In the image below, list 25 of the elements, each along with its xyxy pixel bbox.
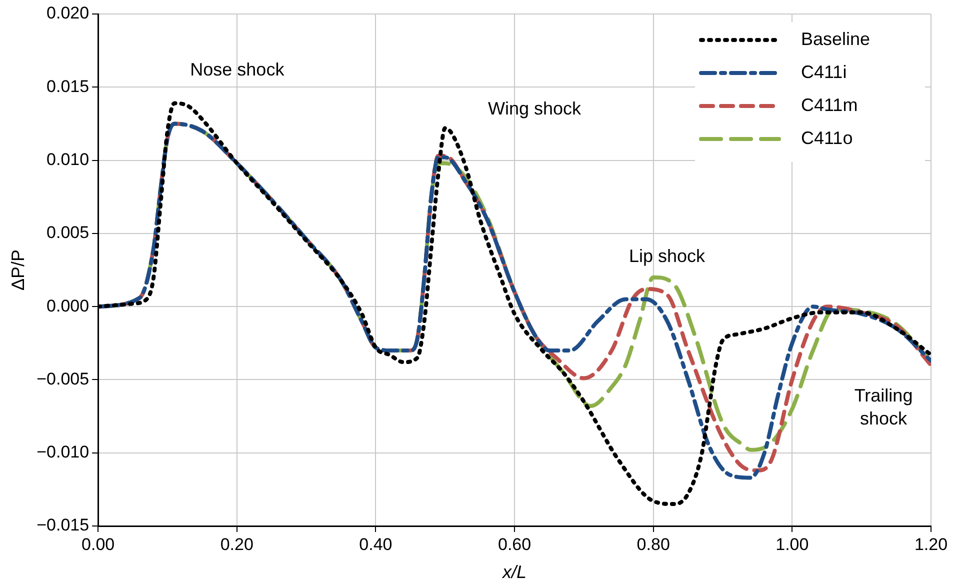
y-tick-label: 0.020: [46, 4, 90, 23]
annotation: Nose shock: [190, 59, 286, 80]
y-tick-label: −0.010: [36, 442, 90, 462]
x-tick-label: 0.20: [220, 534, 254, 554]
y-tick-label: 0.000: [46, 296, 90, 316]
y-tick-label: −0.015: [36, 516, 90, 535]
annotation: Trailing shock: [854, 386, 913, 429]
legend-label: C411o: [801, 128, 853, 148]
x-tick-label: 1.20: [914, 534, 948, 554]
y-tick-label: 0.005: [46, 223, 90, 242]
legend-label: Baseline: [801, 28, 870, 49]
y-tick-label: −0.005: [36, 369, 90, 388]
x-tick-label: 0.00: [82, 534, 115, 554]
annotation: Lip shock: [628, 246, 706, 266]
x-axis-title: x/L: [502, 562, 527, 582]
y-tick-label: 0.010: [46, 150, 90, 169]
x-tick-label: 0.60: [498, 534, 532, 554]
x-tick-label: 0.40: [359, 534, 392, 554]
x-tick-label: 0.80: [636, 534, 670, 554]
legend-label: C411i: [801, 62, 847, 82]
y-tick-label: 0.015: [46, 76, 90, 96]
x-tick-label: 1.00: [776, 534, 809, 554]
annotation: Wing shock: [488, 98, 582, 119]
legend-label: C411m: [801, 94, 858, 115]
y-axis-title: ΔP/P: [8, 249, 28, 291]
